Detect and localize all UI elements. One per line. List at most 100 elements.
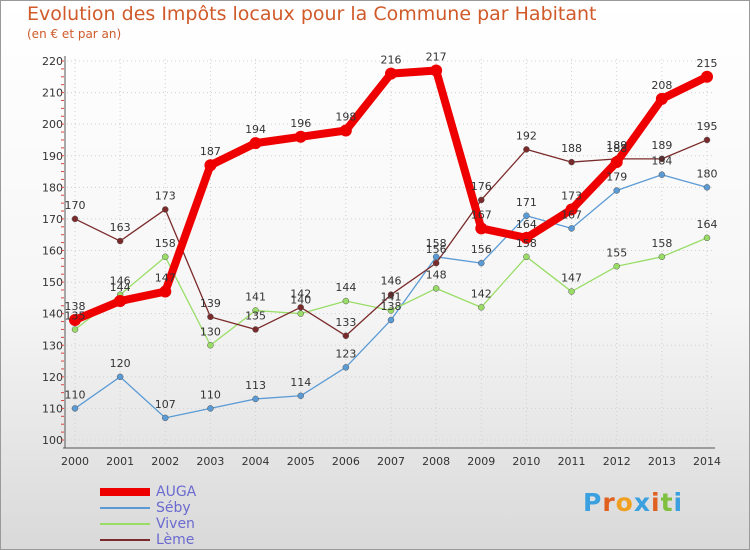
data-point bbox=[658, 171, 666, 178]
x-tick-label: 2012 bbox=[603, 455, 631, 468]
data-label: 141 bbox=[245, 291, 266, 304]
data-label: 158 bbox=[426, 237, 447, 250]
data-point bbox=[610, 156, 623, 169]
y-tick-label: 140 bbox=[42, 308, 63, 321]
y-tick-label: 220 bbox=[42, 55, 63, 68]
legend-label: Viven bbox=[156, 516, 195, 532]
data-point bbox=[207, 313, 214, 321]
data-point bbox=[252, 307, 259, 314]
data-point bbox=[432, 253, 440, 261]
data-point bbox=[116, 237, 124, 245]
data-label: 140 bbox=[290, 294, 311, 307]
data-point bbox=[294, 130, 307, 143]
legend-item-lème: Lème bbox=[100, 532, 260, 548]
y-tick-label: 170 bbox=[42, 213, 63, 226]
data-point bbox=[703, 184, 711, 191]
data-point bbox=[114, 295, 127, 308]
data-label: 189 bbox=[606, 139, 627, 152]
data-point bbox=[523, 146, 530, 153]
data-label: 188 bbox=[606, 142, 627, 155]
data-label: 146 bbox=[110, 275, 131, 288]
data-label: 110 bbox=[200, 388, 221, 401]
data-point bbox=[162, 253, 169, 261]
data-point bbox=[523, 253, 530, 261]
data-label: 138 bbox=[381, 300, 402, 313]
data-label: 187 bbox=[200, 145, 221, 158]
data-point bbox=[613, 263, 620, 270]
legend-label: AUGA bbox=[156, 484, 197, 500]
data-point bbox=[520, 231, 533, 244]
data-label: 135 bbox=[65, 309, 86, 322]
series-layer bbox=[69, 64, 713, 422]
y-tick-label: 200 bbox=[42, 118, 63, 131]
data-point bbox=[297, 304, 304, 311]
data-point bbox=[385, 67, 397, 80]
legend-swatch bbox=[100, 507, 150, 509]
data-point bbox=[297, 310, 304, 317]
data-label: 147 bbox=[561, 272, 582, 285]
data-label: 192 bbox=[516, 129, 537, 142]
data-point bbox=[658, 253, 666, 261]
data-label: 142 bbox=[290, 287, 311, 300]
data-point bbox=[387, 291, 395, 298]
data-label: 179 bbox=[606, 170, 627, 183]
data-label: 144 bbox=[335, 281, 356, 294]
data-point bbox=[658, 155, 666, 163]
data-label: 196 bbox=[290, 117, 311, 130]
logo-letter: o bbox=[615, 488, 634, 517]
data-point bbox=[430, 64, 443, 77]
x-tick-label: 2002 bbox=[151, 455, 179, 468]
data-point bbox=[432, 259, 440, 267]
data-label: 158 bbox=[651, 237, 672, 250]
x-tick-label: 2006 bbox=[332, 455, 360, 468]
y-tick-label: 150 bbox=[42, 276, 63, 289]
data-point bbox=[387, 316, 395, 324]
data-point bbox=[207, 405, 214, 412]
data-point bbox=[71, 215, 79, 223]
data-label: 194 bbox=[245, 123, 266, 136]
data-point bbox=[432, 285, 440, 292]
chart-title: Evolution des Impôts locaux pour la Comm… bbox=[27, 3, 597, 25]
legend-item-auga: AUGA bbox=[100, 484, 260, 500]
data-point bbox=[568, 225, 575, 232]
data-point bbox=[207, 342, 214, 349]
y-tick-label: 120 bbox=[42, 371, 63, 384]
data-label: 163 bbox=[110, 221, 131, 234]
y-tick-label: 180 bbox=[42, 181, 63, 194]
data-label: 180 bbox=[697, 167, 718, 180]
data-point bbox=[478, 259, 485, 267]
data-label: 216 bbox=[381, 54, 402, 67]
y-tick-label: 190 bbox=[42, 150, 63, 163]
x-tick-label: 2005 bbox=[287, 455, 315, 468]
data-label: 173 bbox=[155, 189, 176, 202]
data-label: 156 bbox=[471, 243, 492, 256]
data-label: 147 bbox=[155, 272, 176, 285]
data-point bbox=[162, 414, 169, 422]
data-label: 170 bbox=[65, 199, 86, 212]
data-label: 171 bbox=[516, 196, 537, 209]
data-point bbox=[478, 304, 485, 311]
data-point bbox=[565, 203, 578, 216]
data-point bbox=[339, 124, 352, 137]
data-label: 123 bbox=[335, 347, 356, 360]
data-label: 114 bbox=[290, 376, 311, 389]
data-label: 158 bbox=[516, 237, 537, 250]
logo-letter: i bbox=[651, 488, 661, 517]
logo-letter: x bbox=[633, 488, 651, 517]
legend-item-séby: Séby bbox=[100, 500, 260, 516]
data-label: 155 bbox=[606, 246, 627, 259]
data-label: 139 bbox=[200, 297, 221, 310]
data-label: 130 bbox=[200, 325, 221, 338]
data-point bbox=[475, 222, 488, 235]
y-tick-label: 210 bbox=[42, 87, 63, 100]
data-point bbox=[568, 158, 575, 166]
data-label: 189 bbox=[651, 139, 672, 152]
legend-swatch bbox=[100, 523, 150, 525]
legend-item-viven: Viven bbox=[100, 516, 260, 532]
data-point bbox=[159, 285, 172, 298]
data-label: 156 bbox=[426, 243, 447, 256]
x-tick-label: 2000 bbox=[61, 455, 89, 468]
data-label: 158 bbox=[155, 237, 176, 250]
x-tick-label: 2003 bbox=[196, 455, 224, 468]
